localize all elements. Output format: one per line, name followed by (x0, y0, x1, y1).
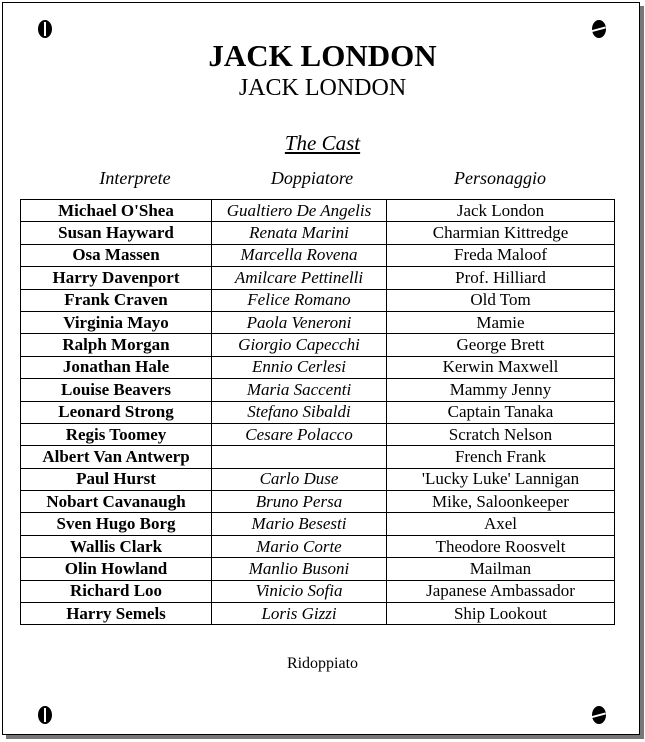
dubber-cell: Loris Gizzi (211, 602, 387, 626)
table-row: Paul Hurst Carlo Duse 'Lucky Luke' Lanniga… (20, 467, 615, 492)
character-cell: Mike, Saloonkeeper (386, 490, 615, 514)
character-cell: Charmian Kittredge (386, 221, 615, 245)
character-cell: George Brett (386, 333, 615, 357)
actor-cell: Wallis Clark (20, 534, 212, 559)
character-cell: Ship Lookout (386, 602, 615, 626)
table-row: Nobart Cavanaugh Bruno Persa Mike, Saloonk… (20, 490, 615, 514)
dubber-cell: Mario Corte (211, 534, 387, 559)
column-header-doppiatore: Doppiatore (270, 168, 354, 188)
table-row: Osa Massen Marcella Rovena Freda Maloof (20, 243, 615, 268)
table-row: Albert Van Antwerp French Frank (20, 445, 615, 469)
actor-cell: Susan Hayward (20, 221, 212, 245)
table-row: Wallis Clark Mario Corte Theodore Roosvelt (20, 534, 615, 559)
character-cell: 'Lucky Luke' Lannigan (386, 467, 615, 492)
table-row: Louise Beavers Maria Saccenti Mammy Jenny (20, 378, 615, 402)
actor-cell: Nobart Cavanaugh (20, 490, 212, 514)
table-row: Frank Craven Felice Romano Old Tom (20, 288, 615, 312)
table-row: Sven Hugo Borg Mario Besesti Axel (20, 512, 615, 536)
table-row: Virginia Mayo Paola Veneroni Mamie (20, 310, 615, 335)
dubber-cell: Cesare Polacco (211, 422, 387, 447)
actor-cell: Harry Davenport (20, 266, 212, 290)
screw-icon (38, 20, 52, 38)
actor-cell: Albert Van Antwerp (20, 445, 212, 469)
dubber-cell: Manlio Busoni (211, 557, 387, 581)
actor-cell: Ralph Morgan (20, 333, 212, 357)
dubber-cell: Ennio Cerlesi (211, 355, 387, 380)
column-header-interprete: Interprete (99, 168, 171, 188)
dubber-cell: Vinicio Sofia (211, 579, 387, 604)
cast-table: Michael O'Shea Gualtiero De Angelis Jack L… (20, 198, 615, 626)
dubber-cell: Amilcare Pettinelli (211, 266, 387, 290)
page-title: JACK LONDON (208, 38, 437, 73)
table-row: Ralph Morgan Giorgio Capecchi George Brett (20, 333, 615, 357)
character-cell: French Frank (386, 445, 615, 469)
table-row: Jonathan Hale Ennio Cerlesi Kerwin Maxwell (20, 355, 615, 380)
table-row: Richard Loo Vinicio Sofia Japanese Ambassa… (20, 579, 615, 604)
dubber-cell: Stefano Sibaldi (211, 400, 387, 424)
table-row: Susan Hayward Renata Marini Charmian Kittr… (20, 221, 615, 245)
character-cell: Kerwin Maxwell (386, 355, 615, 380)
actor-cell: Harry Semels (20, 602, 212, 626)
character-cell: Mammy Jenny (386, 378, 615, 402)
character-cell: Freda Maloof (386, 243, 615, 268)
character-cell: Scratch Nelson (386, 422, 615, 447)
dubber-cell: Gualtiero De Angelis (211, 198, 387, 223)
dubber-cell: Carlo Duse (211, 467, 387, 492)
character-cell: Captain Tanaka (386, 400, 615, 424)
character-cell: Jack London (386, 198, 615, 223)
section-title-text: The Cast (284, 131, 361, 155)
character-cell: Mailman (386, 557, 615, 581)
actor-cell: Osa Massen (20, 243, 212, 268)
footer-note: Ridoppiato (286, 655, 359, 672)
screw-icon (592, 20, 606, 38)
table-row: Leonard Strong Stefano Sibaldi Captain Tan… (20, 400, 615, 424)
dubber-cell (211, 445, 387, 469)
character-cell: Axel (386, 512, 615, 536)
character-cell: Old Tom (386, 288, 615, 312)
character-cell: Japanese Ambassador (386, 579, 615, 604)
actor-cell: Regis Toomey (20, 422, 212, 447)
actor-cell: Michael O'Shea (20, 198, 212, 223)
dubber-cell: Felice Romano (211, 288, 387, 312)
character-cell: Prof. Hilliard (386, 266, 615, 290)
actor-cell: Paul Hurst (20, 467, 212, 492)
table-row: Harry Davenport Amilcare Pettinelli Prof. … (20, 266, 615, 290)
actor-cell: Louise Beavers (20, 378, 212, 402)
table-row: Olin Howland Manlio Busoni Mailman (20, 557, 615, 581)
character-cell: Theodore Roosvelt (386, 534, 615, 559)
table-row: Regis Toomey Cesare Polacco Scratch Nelson (20, 422, 615, 447)
table-row: Michael O'Shea Gualtiero De Angelis Jack L… (20, 198, 615, 223)
dubber-cell: Giorgio Capecchi (211, 333, 387, 357)
actor-cell: Jonathan Hale (20, 355, 212, 380)
section-title: The Cast (0, 131, 645, 156)
actor-cell: Olin Howland (20, 557, 212, 581)
screw-icon (592, 706, 606, 724)
dubber-cell: Marcella Rovena (211, 243, 387, 268)
actor-cell: Virginia Mayo (20, 310, 212, 335)
page-subtitle: JACK LONDON (238, 75, 407, 101)
dubber-cell: Mario Besesti (211, 512, 387, 536)
table-row: Harry Semels Loris Gizzi Ship Lookout (20, 602, 615, 626)
screw-icon (38, 706, 52, 724)
character-cell: Mamie (386, 310, 615, 335)
actor-cell: Sven Hugo Borg (20, 512, 212, 536)
actor-cell: Frank Craven (20, 288, 212, 312)
dubber-cell: Maria Saccenti (211, 378, 387, 402)
actor-cell: Leonard Strong (20, 400, 212, 424)
dubber-cell: Bruno Persa (211, 490, 387, 514)
actor-cell: Richard Loo (20, 579, 212, 604)
dubber-cell: Paola Veneroni (211, 310, 387, 335)
dubber-cell: Renata Marini (211, 221, 387, 245)
column-header-personaggio: Personaggio (454, 168, 546, 188)
